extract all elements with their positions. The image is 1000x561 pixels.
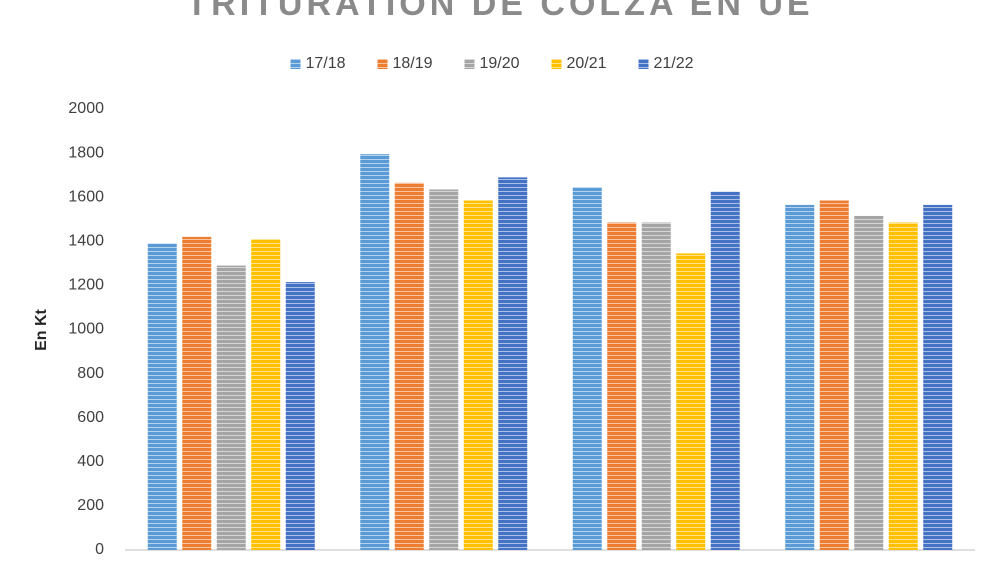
y-tick-label: 2000: [68, 100, 104, 117]
bar: [676, 253, 706, 551]
bar: [216, 265, 246, 550]
bar: [641, 222, 671, 550]
legend-swatch: [290, 59, 301, 69]
y-tick-label: 200: [77, 497, 104, 514]
y-tick-label: 800: [77, 365, 104, 382]
bar: [429, 189, 459, 551]
y-tick-label: 400: [77, 453, 104, 470]
bar: [498, 177, 528, 551]
bar: [572, 187, 602, 550]
legend-label: 17/18: [306, 55, 346, 72]
y-tick-label: 600: [77, 409, 104, 426]
bar: [888, 222, 918, 550]
bar: [285, 282, 315, 550]
y-tick-label: 1600: [68, 188, 104, 205]
bar: [854, 215, 884, 550]
legend-swatch: [551, 59, 562, 69]
bar: [251, 239, 281, 550]
legend-swatch: [464, 59, 475, 69]
bar: [182, 236, 212, 550]
y-tick-label: 1000: [68, 321, 104, 338]
legend-swatch: [638, 59, 649, 69]
bar: [463, 200, 493, 550]
bar: [607, 222, 637, 550]
y-tick-label: 0: [95, 541, 104, 558]
bar: [710, 191, 740, 550]
bar: [923, 204, 953, 551]
bar: [394, 182, 424, 550]
y-tick-label: 1400: [68, 233, 104, 250]
bar: [819, 200, 849, 550]
chart-title: TRITURATION DE COLZA EN UE: [186, 0, 813, 23]
bar: [785, 204, 815, 551]
y-axis-label: En Kt: [33, 308, 50, 350]
legend-label: 18/19: [393, 55, 433, 72]
bar: [360, 154, 390, 550]
bar: [147, 243, 177, 550]
legend-label: 20/21: [567, 55, 607, 72]
y-tick-label: 1800: [68, 144, 104, 161]
y-tick-label: 1200: [68, 277, 104, 294]
legend-swatch: [377, 59, 388, 69]
legend-label: 21/22: [654, 55, 694, 72]
legend-label: 19/20: [480, 55, 520, 72]
